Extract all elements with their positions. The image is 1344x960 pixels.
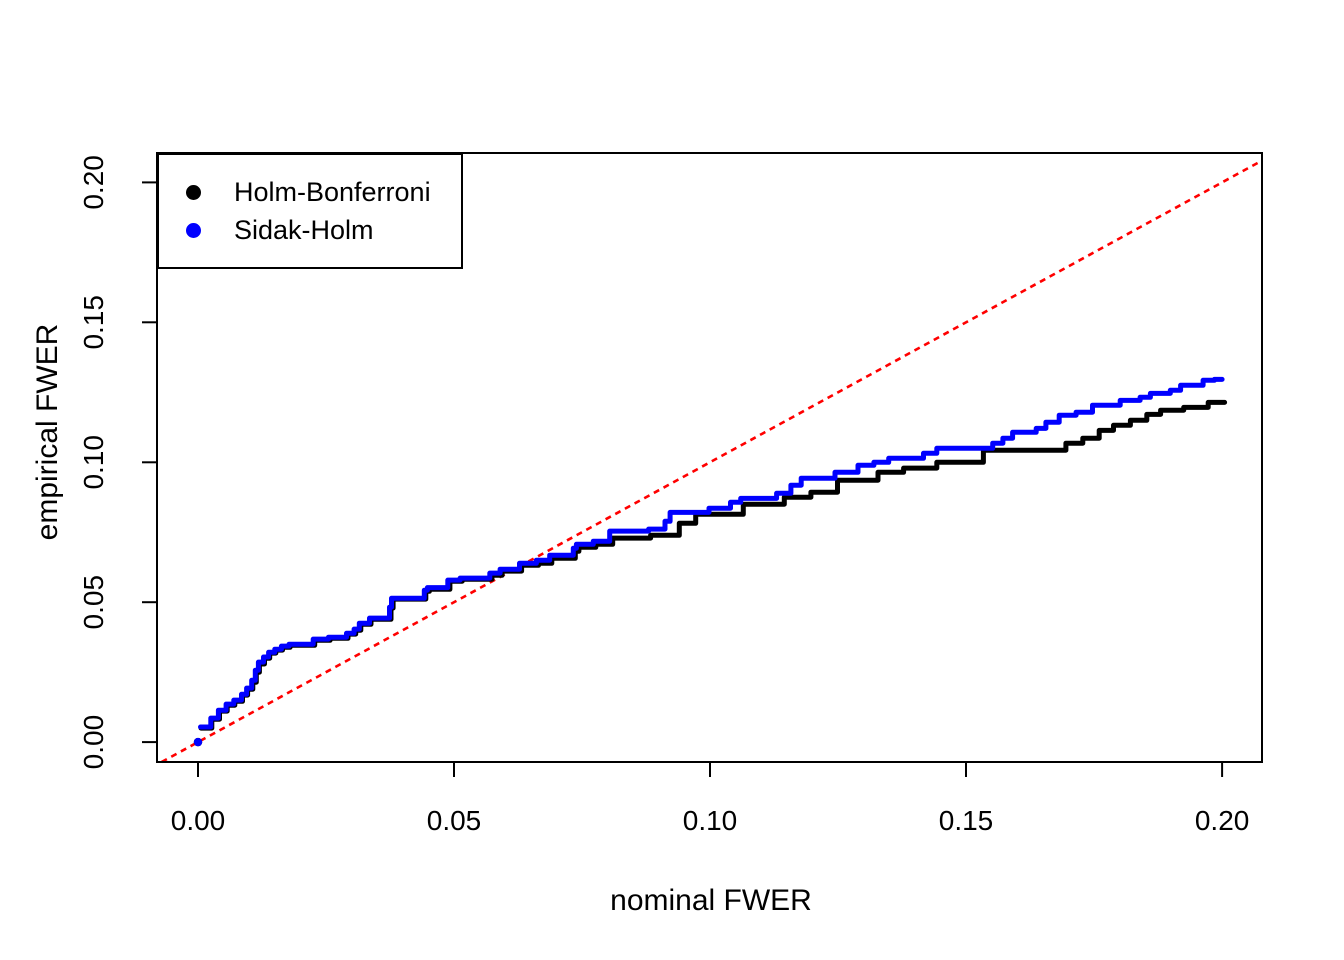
sidak-holm-point-marker-icon bbox=[186, 222, 201, 238]
x-axis-title: nominal FWER bbox=[610, 884, 812, 917]
x-tick-label: 0.20 bbox=[1195, 805, 1250, 836]
x-tick-label: 0.15 bbox=[939, 805, 994, 836]
x-tick-label: 0.00 bbox=[171, 805, 226, 836]
legend-item-holm-bonferroni: Holm-Bonferroni bbox=[159, 175, 461, 209]
x-tick-label: 0.05 bbox=[427, 805, 482, 836]
y-tick-label: 0.00 bbox=[78, 715, 109, 770]
series-curve-holm-bonferroni bbox=[198, 399, 1228, 731]
legend: Holm-Bonferroni Sidak-Holm bbox=[157, 153, 463, 269]
series-group bbox=[193, 376, 1228, 747]
axis-tick-labels-group: 0.00 0.05 0.10 0.15 0.20 0.00 0.05 0.10 0.15 0.20 bbox=[78, 155, 1249, 836]
identity-line bbox=[160, 159, 1264, 764]
y-tick-label: 0.05 bbox=[78, 575, 109, 630]
y-tick-label: 0.15 bbox=[78, 295, 109, 350]
identity-reference-line-group bbox=[160, 159, 1264, 764]
y-axis-title: empirical FWER bbox=[31, 324, 64, 541]
series-curve-sidak-holm bbox=[198, 376, 1225, 730]
legend-label-holm-bonferroni: Holm-Bonferroni bbox=[234, 176, 431, 207]
y-tick-label: 0.10 bbox=[78, 435, 109, 490]
axis-ticks-group bbox=[142, 181, 1224, 777]
origin-point-sidak-holm bbox=[193, 737, 203, 747]
legend-label-sidak-holm: Sidak-Holm bbox=[234, 214, 374, 245]
legend-item-sidak-holm: Sidak-Holm bbox=[159, 213, 461, 247]
x-tick-label: 0.10 bbox=[683, 805, 738, 836]
y-tick-label: 0.20 bbox=[78, 155, 109, 210]
holm-bonferroni-point-marker-icon bbox=[186, 184, 201, 200]
